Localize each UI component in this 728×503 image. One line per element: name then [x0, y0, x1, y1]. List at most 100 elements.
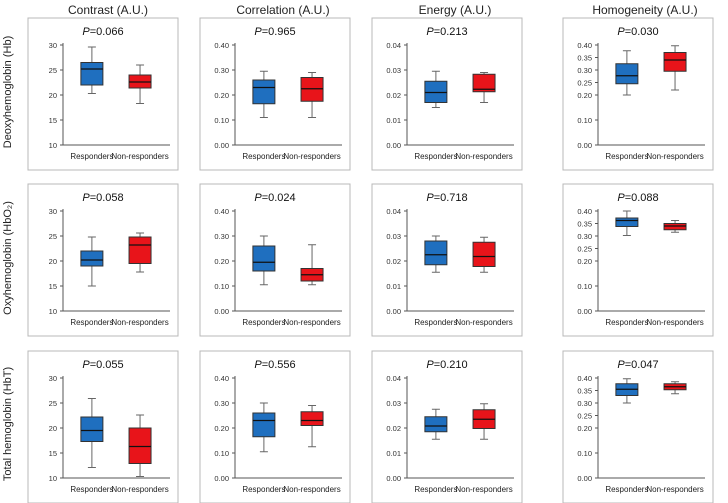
y-tick-label: 20	[49, 424, 57, 433]
x-category-label: Non-responders	[455, 318, 512, 327]
p-symbol: P	[617, 359, 625, 371]
x-category-label: Responders	[242, 318, 285, 327]
y-tick-label: 0.40	[214, 374, 229, 383]
p-symbol: P	[254, 26, 262, 38]
p-symbol: P	[617, 192, 625, 204]
panel-frame	[562, 183, 714, 337]
x-category-label: Non-responders	[111, 152, 168, 161]
p-value: =0.030	[625, 26, 659, 38]
non-responders-box	[472, 73, 496, 93]
column-title: Homogeneity (A.U.)	[592, 3, 697, 17]
x-category-label: Non-responders	[283, 152, 340, 161]
non-responders-box	[663, 52, 687, 72]
panel-frame	[27, 183, 179, 337]
y-tick-label: 30	[49, 207, 57, 216]
panel-frame	[371, 350, 523, 503]
y-tick-label: 0.35	[577, 387, 592, 396]
non-responders-box	[128, 427, 152, 464]
y-tick-label: 0.01	[386, 116, 401, 125]
y-tick-label: 0.01	[386, 282, 401, 291]
x-category-label: Responders	[414, 318, 457, 327]
y-tick-label: 0.10	[214, 116, 229, 125]
y-tick-label: 0.00	[577, 141, 592, 150]
y-tick-label: 0.04	[386, 207, 401, 216]
y-tick-label: 0.20	[577, 257, 592, 266]
y-tick-label: 10	[49, 474, 57, 483]
column-title: Correlation (A.U.)	[236, 3, 329, 17]
row-label: Deoxyhemoglobin (Hb)	[2, 36, 14, 149]
y-tick-label: 0.03	[386, 232, 401, 241]
x-category-label: Responders	[605, 152, 648, 161]
panel-frame	[199, 183, 351, 337]
x-category-label: Responders	[70, 485, 113, 494]
non-responders-box	[472, 241, 496, 267]
y-tick-label: 0.00	[386, 141, 401, 150]
p-symbol: P	[426, 26, 434, 38]
y-tick-label: 0.35	[577, 54, 592, 63]
y-tick-label: 0.03	[386, 66, 401, 75]
p-value: =0.055	[90, 359, 124, 371]
p-symbol: P	[82, 359, 90, 371]
responders-box	[615, 217, 639, 227]
p-value: =0.556	[262, 359, 296, 371]
y-tick-label: 0.25	[577, 412, 592, 421]
non-responders-box	[663, 223, 687, 231]
y-tick-label: 15	[49, 116, 57, 125]
y-tick-label: 0.10	[577, 282, 592, 291]
panel-frame	[27, 17, 179, 171]
non-responders-box	[300, 77, 324, 102]
p-value: =0.718	[434, 192, 468, 204]
p-value-label: P=0.047	[617, 359, 658, 371]
y-tick-label: 0.20	[577, 424, 592, 433]
y-tick-label: 0.25	[577, 79, 592, 88]
y-tick-label: 0.01	[386, 449, 401, 458]
y-tick-label: 0.00	[214, 307, 229, 316]
p-value-label: P=0.088	[617, 192, 658, 204]
y-tick-label: 15	[49, 282, 57, 291]
y-tick-label: 20	[49, 257, 57, 266]
p-value: =0.047	[625, 359, 659, 371]
x-category-label: Non-responders	[646, 152, 703, 161]
y-tick-label: 0.40	[577, 41, 592, 50]
x-category-label: Responders	[242, 485, 285, 494]
p-value: =0.066	[90, 26, 124, 38]
responders-box	[424, 240, 448, 266]
y-tick-label: 0.40	[577, 374, 592, 383]
y-tick-label: 0.30	[577, 66, 592, 75]
row-label: Total hemoglobin (HbT)	[2, 367, 14, 481]
y-tick-label: 0.40	[214, 41, 229, 50]
y-tick-label: 0.03	[386, 399, 401, 408]
x-category-label: Non-responders	[283, 485, 340, 494]
y-tick-label: 0.10	[214, 282, 229, 291]
x-category-label: Non-responders	[646, 318, 703, 327]
p-symbol: P	[426, 192, 434, 204]
responders-box	[80, 416, 104, 442]
panel-frame	[27, 350, 179, 503]
y-tick-label: 0.20	[214, 257, 229, 266]
y-tick-label: 0.10	[214, 449, 229, 458]
y-tick-label: 0.20	[214, 91, 229, 100]
responders-box	[615, 63, 639, 85]
y-tick-label: 0.00	[577, 307, 592, 316]
y-tick-label: 0.20	[577, 91, 592, 100]
x-category-label: Responders	[70, 318, 113, 327]
p-symbol: P	[82, 192, 90, 204]
responders-box	[252, 79, 276, 105]
y-tick-label: 10	[49, 307, 57, 316]
y-tick-label: 0.10	[577, 116, 592, 125]
panel-frame	[371, 183, 523, 337]
p-value-label: P=0.030	[617, 26, 658, 38]
non-responders-box	[128, 236, 152, 264]
y-tick-label: 0.30	[577, 399, 592, 408]
p-value: =0.210	[434, 359, 468, 371]
p-value: =0.213	[434, 26, 468, 38]
y-tick-label: 0.40	[214, 207, 229, 216]
y-tick-label: 0.30	[214, 232, 229, 241]
x-category-label: Responders	[70, 152, 113, 161]
responders-box	[252, 412, 276, 438]
p-symbol: P	[254, 192, 262, 204]
p-value-label: P=0.055	[82, 359, 123, 371]
p-value: =0.024	[262, 192, 296, 204]
responders-box	[80, 62, 104, 86]
